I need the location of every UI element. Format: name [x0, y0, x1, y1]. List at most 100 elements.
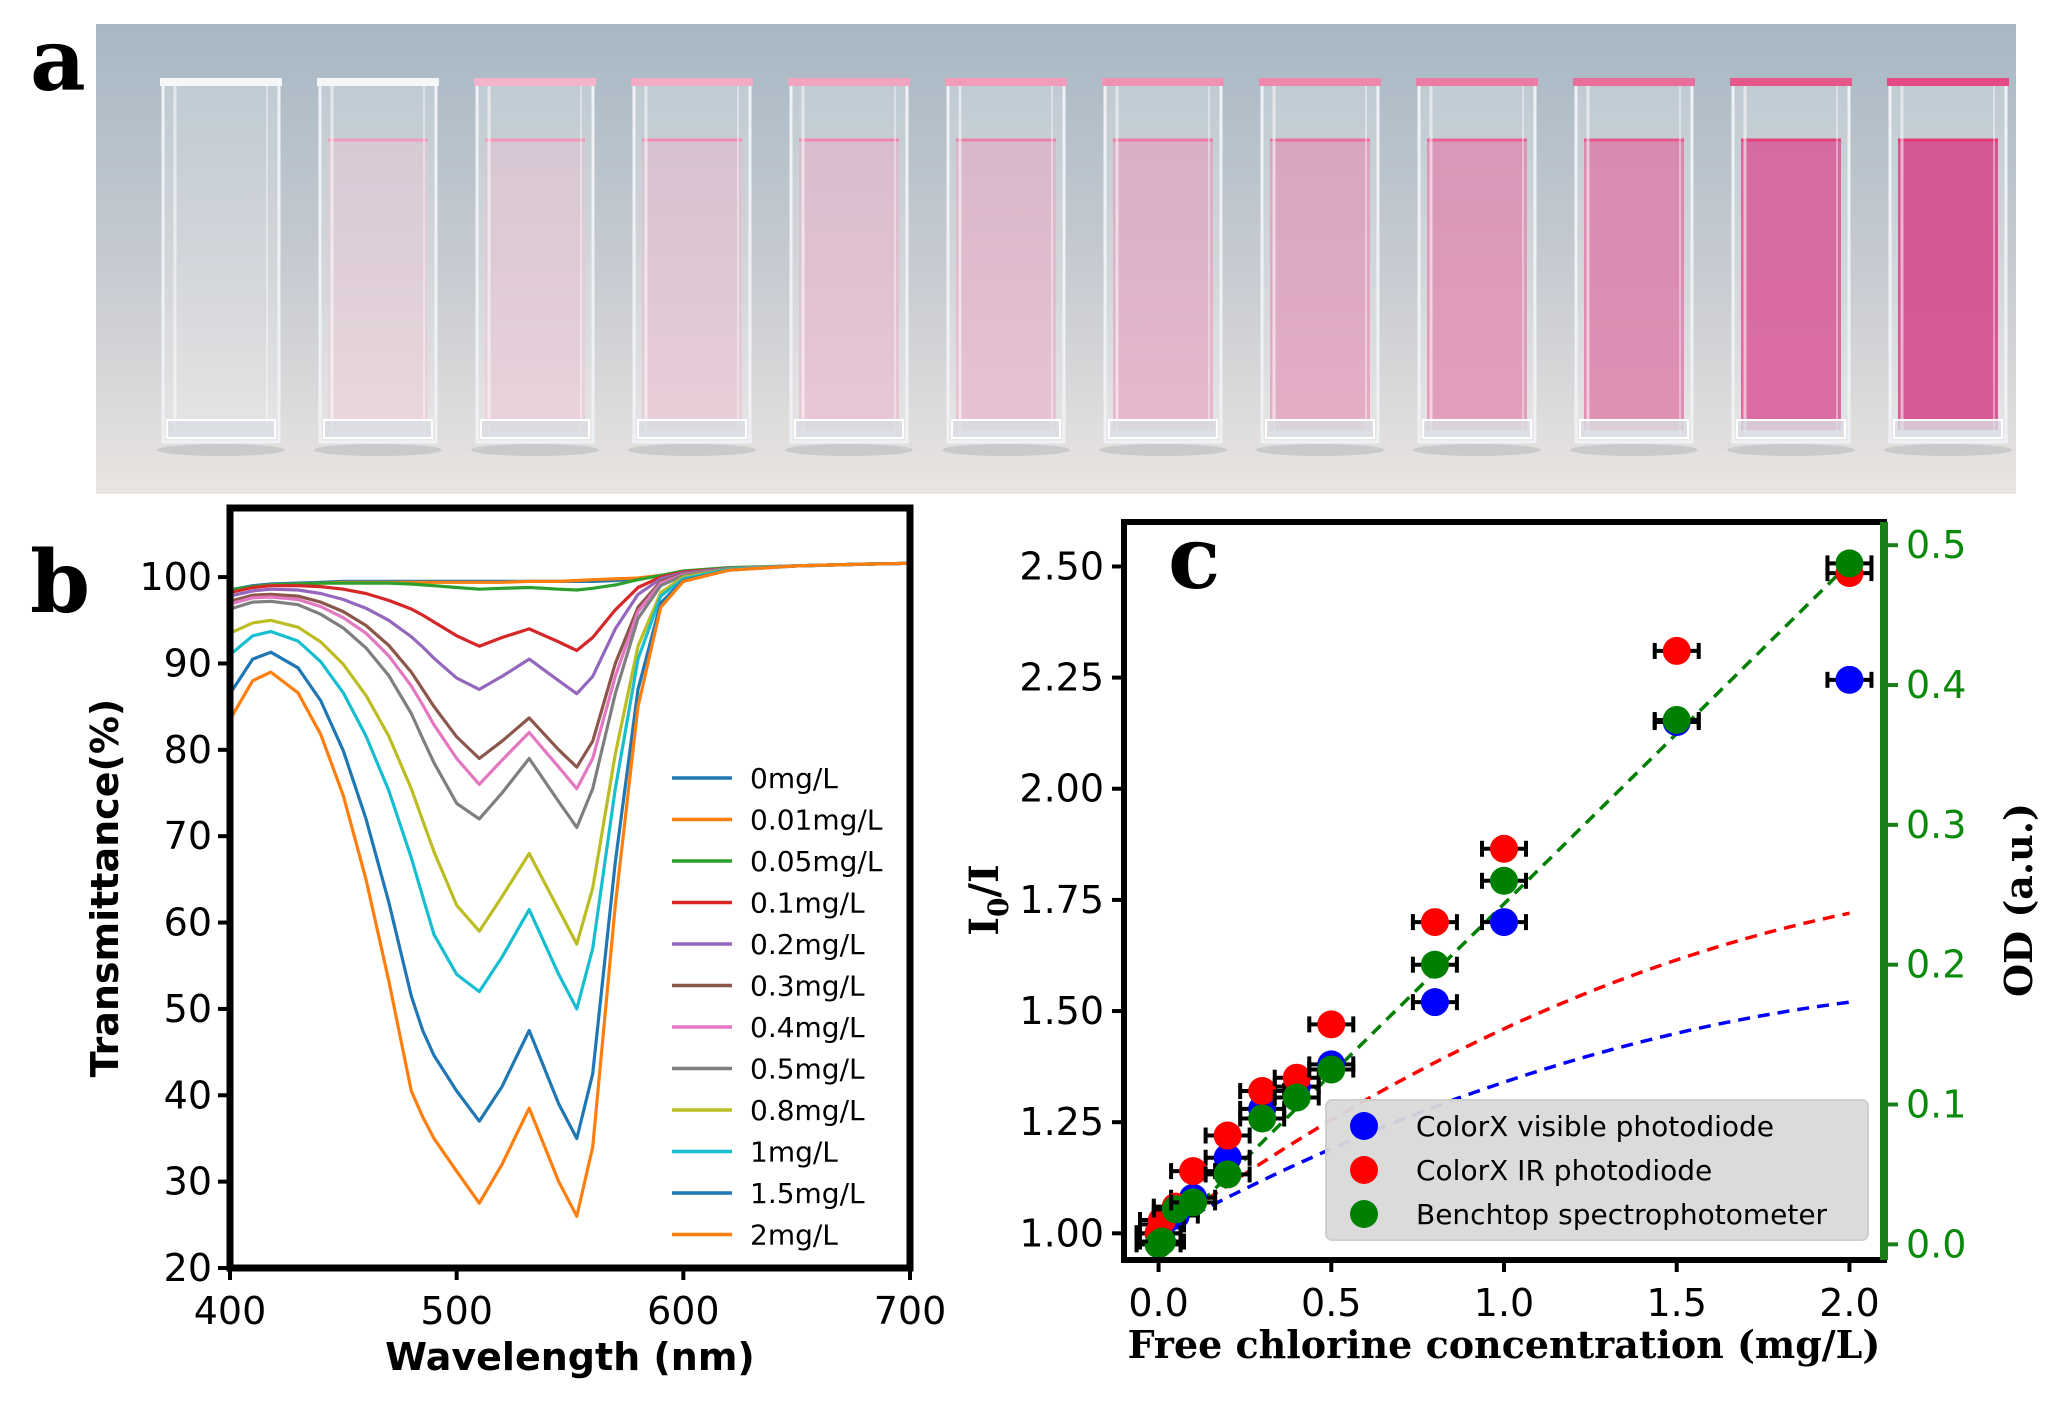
data-point-2	[1835, 549, 1864, 578]
cuvette-base	[480, 419, 590, 439]
x-tick-label: 600	[647, 1289, 720, 1333]
cuvette-row	[157, 78, 2012, 456]
cuvette-liquid	[956, 140, 1056, 430]
cuvette-shadow	[314, 444, 442, 456]
data-point-2	[1420, 950, 1449, 979]
chart-c-x-ticks: 0.0 0.5 1.0 1.5 2.0	[1128, 1260, 1880, 1325]
cuvette-shadow	[628, 444, 756, 456]
chart-c-y2-label: OD (a.u.)	[1996, 803, 2041, 997]
cuvette-rim	[1730, 78, 1852, 86]
chart-c-y-label-base: I	[961, 917, 1008, 936]
legend-label: 0.05mg/L	[750, 845, 883, 878]
cuvette-rim	[1573, 78, 1695, 86]
cuvette-rim	[1259, 78, 1381, 86]
cuvette-icon	[1570, 78, 1698, 456]
y2-tick-label: 0.4	[1906, 663, 1966, 707]
data-point-2	[1662, 705, 1691, 734]
spectrum-line-0	[229, 561, 911, 592]
cuvette-base	[323, 419, 433, 439]
chart-b-legend: 0mg/L 0.01mg/L 0.05mg/L 0.1mg/L 0.2mg/L 0.3mg…	[672, 762, 883, 1252]
cuvette-shadow	[471, 444, 599, 456]
x-tick-label: 0.5	[1301, 1281, 1361, 1325]
y-tick-label: 50	[164, 987, 212, 1031]
y-tick-label: 1.25	[1019, 1100, 1104, 1144]
legend-label: ColorX IR photodiode	[1416, 1154, 1712, 1187]
cuvette-icon	[471, 78, 599, 456]
chart-c-x-label: Free chlorine concentration (mg/L)	[1128, 1322, 1881, 1367]
y-tick-label: 80	[164, 728, 212, 772]
legend-marker	[1350, 1156, 1378, 1184]
data-point-2	[1148, 1227, 1176, 1256]
x-tick-label: 400	[194, 1289, 267, 1333]
panel-label-a: a	[30, 10, 86, 111]
cuvette-shadow	[942, 444, 1070, 456]
spectrum-line-5	[229, 561, 911, 769]
legend-label: 0mg/L	[750, 762, 838, 795]
cuvette-shadow	[157, 444, 285, 456]
transmittance-chart: 400 500 600 700 20 30 40 50 60 70 80 90 100 Wavelen…	[83, 504, 947, 1379]
cuvette-base	[637, 419, 747, 439]
y-tick-label: 30	[164, 1160, 212, 1204]
legend-marker	[1350, 1112, 1378, 1140]
y-tick-label: 70	[164, 814, 212, 858]
spectrum-line-11	[228, 561, 911, 1218]
cuvette-liquid	[1898, 140, 1998, 430]
spectrum-line-9	[228, 561, 911, 1011]
cuvette-liquid	[485, 140, 585, 430]
legend-label: 0.5mg/L	[750, 1053, 865, 1086]
legend-label: Benchtop spectrophotometer	[1416, 1198, 1828, 1231]
data-point-1	[1179, 1157, 1208, 1186]
y-tick-label: 100	[139, 555, 212, 599]
cuvette-rim	[160, 78, 282, 86]
chart-c-y-label-rest: /I	[961, 864, 1008, 897]
x-tick-label: 700	[874, 1289, 947, 1333]
chart-b-y-ticks: 20 30 40 50 60 70 80 90 100	[139, 555, 230, 1290]
spectrum-line-2	[229, 561, 911, 592]
legend-label: 0.1mg/L	[750, 887, 865, 920]
cuvette-liquid	[1741, 140, 1841, 430]
y-tick-label: 2.25	[1019, 656, 1104, 700]
cuvette-liquid	[642, 140, 742, 430]
cuvette-base	[1422, 419, 1532, 439]
data-point-0	[1490, 908, 1518, 937]
data-point-1	[1420, 908, 1449, 937]
cuvette-glass	[632, 80, 752, 444]
cuvette-shadow	[1727, 444, 1855, 456]
cuvette-shadow	[1256, 444, 1384, 456]
cuvette-base	[1108, 419, 1218, 439]
cuvette-icon	[785, 78, 913, 456]
chart-c-y2-ticks: 0.0 0.1 0.2 0.3 0.4 0.5	[1884, 523, 1966, 1266]
y2-tick-label: 0.5	[1906, 523, 1966, 567]
y-tick-label: 60	[164, 901, 212, 945]
cuvette-rim	[945, 78, 1067, 86]
panel-label-b: b	[30, 532, 90, 633]
cuvette-glass	[161, 80, 281, 444]
cuvette-rim	[631, 78, 753, 86]
fit-line-2	[1157, 562, 1851, 1246]
legend-label: 1.5mg/L	[750, 1177, 865, 1210]
y2-tick-label: 0.2	[1906, 943, 1966, 987]
cuvette-base	[1893, 419, 2003, 439]
cuvette-shadow	[1413, 444, 1541, 456]
fit-line-1	[1157, 911, 1850, 1235]
y-tick-label: 2.00	[1019, 767, 1104, 811]
data-point-2	[1179, 1188, 1208, 1217]
legend-label: 0.8mg/L	[750, 1094, 865, 1127]
cuvette-rim	[1887, 78, 2009, 86]
cuvette-icon	[1727, 78, 1855, 456]
y-tick-label: 1.00	[1019, 1211, 1104, 1255]
data-points	[1134, 549, 1874, 1259]
cuvette-icon	[314, 78, 442, 456]
chart-c-y-label: I0/I	[961, 864, 1015, 936]
cuvette-liquid	[1113, 140, 1213, 430]
cuvette-rim	[1416, 78, 1538, 86]
legend-label: 2mg/L	[750, 1219, 838, 1252]
cuvette-liquid	[328, 140, 428, 430]
x-tick-label: 0.0	[1128, 1281, 1188, 1325]
legend-label: 0.4mg/L	[750, 1011, 865, 1044]
chart-b-x-label: Wavelength (nm)	[385, 1335, 755, 1379]
cuvette-base	[951, 419, 1061, 439]
spectra-lines	[228, 561, 911, 1218]
data-point-1	[1213, 1121, 1242, 1150]
